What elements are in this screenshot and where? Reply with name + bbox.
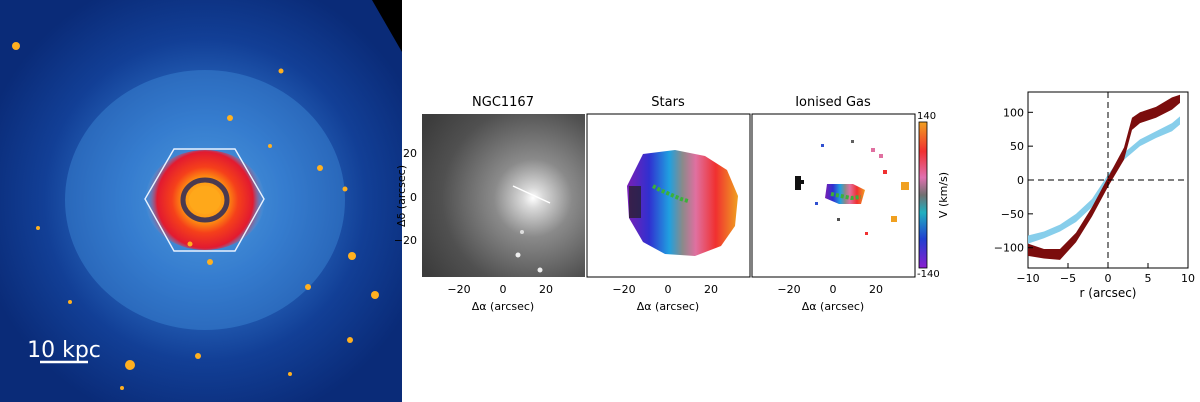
y-tick-label: 0 (410, 191, 417, 204)
galaxy-image: 10 kpc (0, 0, 402, 402)
x-tick-label: 20 (704, 283, 718, 296)
x-tick-label: 0 (500, 283, 507, 296)
y-tick-label: −100 (994, 242, 1024, 255)
x-tick-label: 0 (830, 283, 837, 296)
sky-star (515, 252, 521, 258)
y-tick-label: 20 (403, 147, 417, 160)
x-tick-label: −20 (447, 283, 470, 296)
y-tick-label: 50 (1010, 140, 1024, 153)
velocity-colorbar (918, 121, 928, 269)
scale-bar-label: 10 kpc (27, 338, 101, 363)
x-tick-label: 10 (1181, 272, 1195, 285)
sky-star (537, 267, 543, 273)
core-center (189, 186, 221, 214)
x-axis-label: r (arcsec) (1080, 286, 1137, 300)
slit-line (512, 185, 551, 204)
y-tick-label: 100 (1003, 106, 1024, 119)
sky-star (520, 230, 524, 234)
stellar-velocity-field (627, 150, 738, 256)
x-tick-label: 5 (1145, 272, 1152, 285)
maps-xlabel: Δα (arcsec) (637, 300, 699, 313)
field-stars (12, 42, 379, 390)
series-band-0 (1028, 116, 1180, 244)
maps-xlabel: Δα (arcsec) (802, 300, 864, 313)
panel-title-stars: Stars (651, 95, 685, 110)
maps-ylabel: Δδ (arcsec) (395, 165, 408, 227)
sky-image-panel (422, 114, 585, 277)
x-tick-label: 0 (1105, 272, 1112, 285)
panel-title-ionised-gas: Ionised Gas (795, 95, 871, 110)
x-tick-label: −20 (777, 283, 800, 296)
colorbar-min: -140 (917, 269, 940, 280)
y-tick-label: −50 (1001, 208, 1024, 221)
x-tick-label: −20 (612, 283, 635, 296)
colorbar-label: V (km/s) (937, 172, 950, 218)
series-band-1 (1028, 94, 1180, 260)
velocity-maps: NGC1167 Stars Ionised Gas 140 -140 V (km… (395, 95, 950, 313)
gas-scattered-spaxels (795, 140, 909, 235)
ifu-hexagon (144, 148, 265, 252)
x-tick-label: 20 (539, 283, 553, 296)
x-tick-label: −10 (1016, 272, 1039, 285)
y-tick-label: 0 (1017, 174, 1024, 187)
x-tick-label: 0 (665, 283, 672, 296)
core-ring (180, 177, 230, 223)
panel-title-ngc1167: NGC1167 (472, 95, 534, 110)
x-tick-label: 20 (869, 283, 883, 296)
masked-corner (372, 0, 402, 52)
y-tick-label: −20 (395, 234, 417, 247)
maps-xlabel: Δα (arcsec) (472, 300, 534, 313)
gas-velocity-field (825, 184, 865, 204)
gas-slit-points (830, 192, 862, 201)
stellar-dark-edge (629, 186, 641, 218)
stellar-slit-points (652, 184, 689, 203)
colorbar-max: 140 (917, 111, 936, 122)
x-tick-label: −5 (1060, 272, 1076, 285)
